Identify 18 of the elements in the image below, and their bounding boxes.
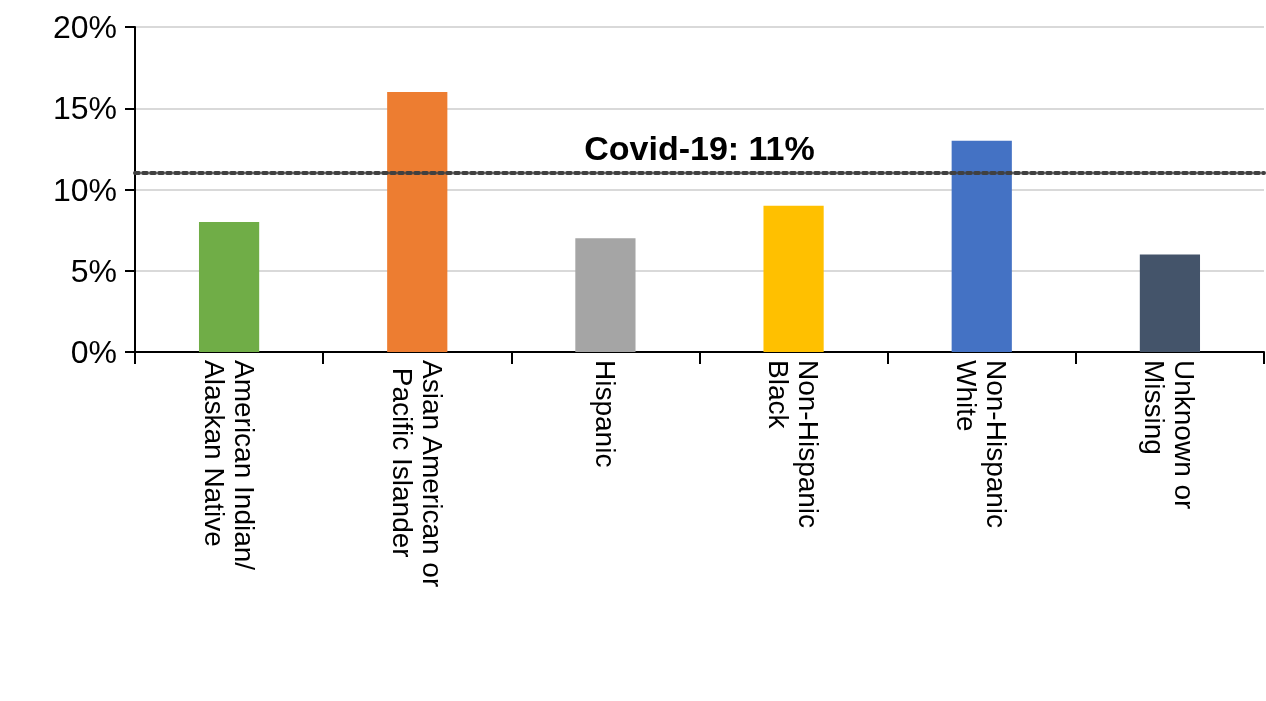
x-tick-label: Asian American or Pacific Islander [386, 360, 448, 588]
y-tick-label: 10% [52, 171, 117, 208]
bar [763, 205, 824, 352]
ref-line-label: Covid-19: 11% [584, 129, 815, 168]
x-tick-label: Hispanic [589, 360, 621, 468]
x-tick-label: American Indian/Alaskan Native [198, 360, 260, 571]
bar [387, 92, 448, 352]
x-tick-label: Non-Hispanic Black [763, 360, 825, 536]
bar [575, 238, 636, 352]
x-tick-label: Unknown or Missing [1139, 360, 1201, 518]
y-tick-label: 5% [70, 252, 117, 289]
y-tick-label: 20% [52, 9, 117, 45]
x-tick-label: Non-Hispanic White [951, 360, 1013, 536]
bar [1139, 254, 1201, 352]
bar [198, 222, 260, 352]
bar [951, 140, 1012, 352]
y-tick-label: 15% [52, 90, 117, 127]
y-tick-label: 0% [70, 334, 117, 370]
